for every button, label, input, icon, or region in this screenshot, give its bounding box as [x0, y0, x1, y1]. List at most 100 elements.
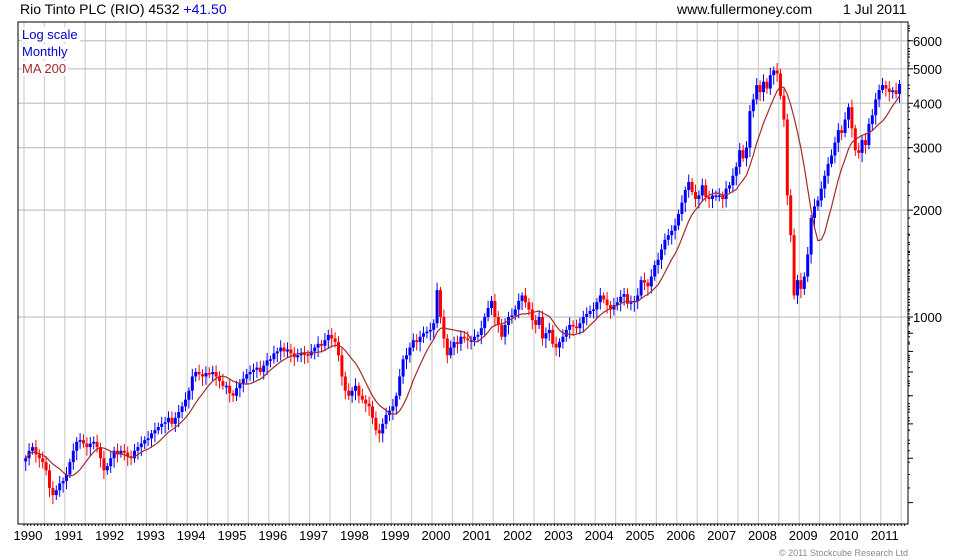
candle-body: [751, 99, 755, 112]
candle-body: [401, 359, 405, 377]
candle-body: [415, 340, 419, 343]
candle: [857, 142, 861, 159]
candle: [653, 260, 657, 281]
candles: [24, 63, 901, 504]
x-tick-label: 1993: [136, 528, 165, 543]
candle-body: [82, 440, 85, 444]
candle-body: [306, 354, 310, 356]
candle: [211, 365, 215, 382]
candle: [292, 347, 296, 366]
candle: [309, 343, 313, 359]
candle: [428, 322, 432, 341]
candle: [649, 269, 653, 294]
candle-body: [571, 324, 575, 327]
candle-body: [224, 385, 228, 388]
candle-body: [799, 280, 803, 289]
candle-body: [391, 406, 395, 411]
candle: [143, 436, 147, 450]
candle-body: [394, 395, 398, 407]
candle-body: [452, 342, 456, 348]
candle-body: [204, 373, 208, 377]
candle: [748, 104, 752, 158]
candle: [819, 181, 823, 208]
candle-body: [694, 191, 697, 199]
candle: [425, 326, 429, 339]
candle: [320, 339, 323, 353]
candle-body: [765, 81, 769, 89]
candle: [296, 348, 300, 362]
candle-body: [745, 147, 748, 159]
candle: [75, 437, 79, 461]
candle-body: [180, 406, 184, 413]
candle-body: [320, 343, 323, 346]
candle: [874, 92, 878, 125]
candle-body: [347, 390, 351, 396]
candle: [680, 195, 684, 221]
site-link[interactable]: www.fullermoney.com: [677, 1, 813, 17]
candle: [340, 348, 344, 386]
candle: [843, 112, 847, 138]
candle: [547, 322, 551, 341]
legend-monthly: Monthly: [22, 44, 70, 59]
candle-body: [768, 75, 772, 89]
candle: [194, 368, 198, 382]
candle-body: [874, 99, 878, 116]
candle-body: [156, 426, 160, 431]
candle: [92, 436, 96, 450]
candle: [524, 287, 527, 308]
candle-body: [258, 367, 262, 372]
candle-body: [564, 329, 568, 337]
candle-body: [877, 89, 881, 100]
candle: [105, 462, 109, 475]
candle: [435, 282, 439, 329]
candle: [731, 168, 735, 193]
candle: [867, 118, 871, 150]
candle: [231, 390, 235, 402]
candle: [673, 218, 677, 240]
candle: [326, 329, 330, 350]
candle: [690, 178, 694, 196]
candle-body: [544, 333, 548, 339]
candle: [139, 436, 143, 457]
candle-body: [779, 73, 782, 96]
candle-body: [411, 340, 415, 348]
candle-body: [615, 302, 619, 306]
candle: [575, 319, 578, 334]
candle-body: [364, 399, 368, 404]
candle: [721, 191, 725, 209]
candle-body: [864, 140, 867, 146]
candle-body: [296, 355, 300, 358]
candle-body: [663, 239, 667, 250]
candle: [493, 294, 497, 327]
candle: [272, 345, 276, 364]
candle-body: [728, 185, 731, 189]
candle-body: [534, 320, 538, 325]
candle-body: [343, 376, 347, 391]
candle-body: [683, 189, 687, 203]
candle-body: [551, 329, 555, 344]
candle: [58, 475, 62, 497]
candle: [41, 451, 45, 469]
candle-body: [354, 385, 357, 391]
candle: [632, 295, 636, 312]
candle: [602, 292, 606, 304]
candle: [299, 348, 303, 363]
candle: [534, 314, 538, 334]
title-text: Rio Tinto PLC (RIO) 4532: [20, 1, 180, 17]
candle-body: [656, 259, 660, 266]
candle-body: [598, 295, 602, 303]
candle: [619, 290, 623, 312]
candle-body: [303, 353, 306, 355]
candle: [823, 170, 827, 199]
candle-body: [711, 195, 714, 199]
candle-body: [85, 443, 89, 448]
candle: [218, 371, 221, 389]
candle: [836, 123, 840, 153]
x-tick-label: 2010: [830, 528, 859, 543]
candle-body: [524, 295, 527, 303]
candle: [265, 352, 269, 376]
x-tick-label: 2001: [462, 528, 491, 543]
x-tick-label: 2002: [503, 528, 532, 543]
candle-body: [398, 376, 402, 396]
candle: [887, 81, 891, 102]
